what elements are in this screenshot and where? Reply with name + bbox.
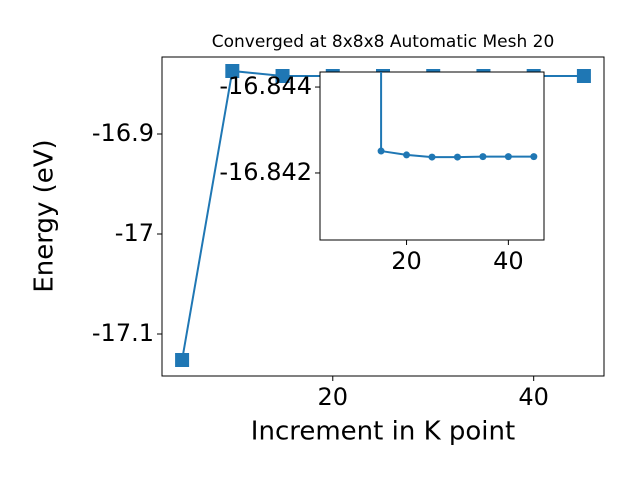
x-tick-label: 20 xyxy=(391,247,422,275)
marker xyxy=(504,153,512,161)
y-tick-label: -17 xyxy=(115,219,154,247)
chart-title: Converged at 8x8x8 Automatic Mesh 20 xyxy=(212,32,555,52)
x-axis-label: Increment in K point xyxy=(251,417,515,447)
marker xyxy=(175,353,190,367)
x-tick-label: 20 xyxy=(317,383,348,411)
line xyxy=(380,72,534,159)
marker xyxy=(403,151,411,159)
x-tick-label: 40 xyxy=(518,383,549,411)
marker xyxy=(479,153,487,161)
marker xyxy=(428,153,436,161)
marker xyxy=(453,153,461,161)
marker xyxy=(576,69,591,83)
y-tick-label: -16.9 xyxy=(92,119,154,147)
series xyxy=(377,72,538,161)
marker xyxy=(530,153,538,161)
marker xyxy=(275,69,290,83)
y-tick-label: -16.844 xyxy=(219,72,312,100)
marker xyxy=(225,64,240,78)
x-tick-label: 40 xyxy=(493,247,524,275)
marker xyxy=(377,147,385,155)
y-tick-label: -16.842 xyxy=(219,158,312,186)
y-axis-label: Energy (eV) xyxy=(30,139,60,292)
y-tick-label: -17.1 xyxy=(92,319,154,347)
